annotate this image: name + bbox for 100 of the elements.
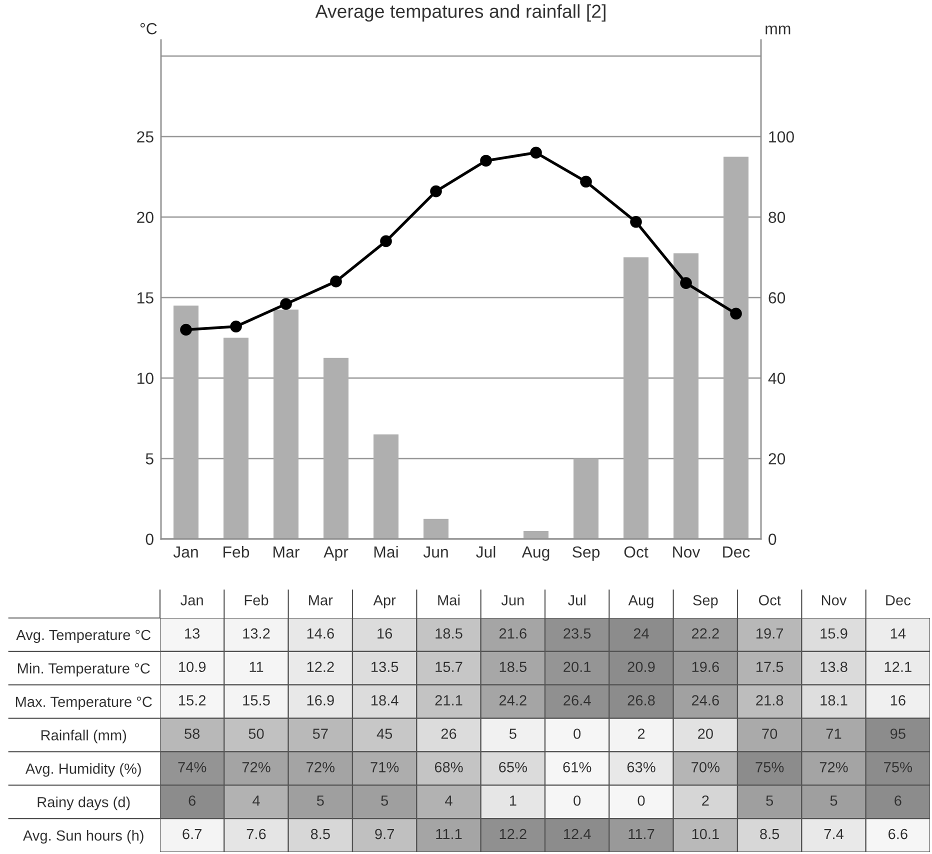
data-label: 24	[634, 628, 649, 638]
bar	[374, 434, 398, 539]
x-tick-label: Sep	[572, 546, 600, 561]
y2-tick-label: 100	[769, 131, 794, 143]
data-label: 72%	[306, 762, 334, 772]
x-tick-label: Nov	[822, 595, 847, 606]
point	[380, 235, 392, 248]
data-label: 23.5	[564, 628, 591, 639]
y-tick-label: 0	[146, 534, 154, 545]
x-tick-label: Mai	[374, 546, 398, 558]
x-tick-label: Apr	[373, 595, 396, 608]
data-label: 17.5	[756, 662, 784, 672]
x-tick-label: Jul	[476, 546, 496, 558]
bar	[324, 358, 348, 539]
bar	[274, 310, 298, 539]
point	[330, 276, 342, 288]
data-label: 58	[184, 728, 200, 739]
bar	[674, 253, 698, 539]
bar	[424, 518, 448, 539]
data-label: 74%	[178, 762, 206, 772]
data-label: 5	[509, 728, 516, 739]
data-label: 13.8	[820, 662, 848, 672]
y-tick-label: 5	[146, 453, 154, 464]
data-label: 5	[766, 796, 774, 806]
data-label: 8.5	[760, 828, 780, 840]
data-label: 24.6	[692, 695, 719, 706]
data-label: 21.6	[499, 628, 526, 639]
y-tick-label: Max. Temperature °C	[16, 696, 152, 710]
data-label: 1	[510, 796, 516, 806]
y-tick-label: Rainfall (mm)	[41, 730, 126, 744]
data-label: 70%	[692, 762, 720, 772]
x-tick-label: Feb	[244, 594, 268, 606]
bar	[224, 338, 248, 539]
data-label: 12.1	[884, 662, 912, 672]
data-label: 63%	[627, 762, 656, 772]
x-tick-label: Mar	[309, 595, 333, 606]
point	[480, 154, 492, 167]
data-label: 26	[441, 728, 456, 739]
x-tick-label: Jan	[180, 595, 203, 606]
data-label: 6.6	[888, 828, 908, 840]
y2-tick-label: 60	[768, 292, 786, 304]
point	[280, 298, 292, 310]
y-tick-label: 10	[138, 372, 154, 384]
y-tick-label: Avg. Humidity (%)	[25, 763, 141, 777]
data-label: 15.9	[820, 628, 848, 639]
point	[580, 176, 592, 188]
point	[430, 185, 442, 198]
data-label: 11.7	[628, 829, 654, 840]
data-label: 10.9	[179, 662, 206, 672]
data-label: 13.2	[243, 628, 270, 639]
data-label: 0	[574, 728, 581, 739]
data-label: 95	[890, 728, 906, 739]
data-label: 14	[890, 628, 906, 638]
data-label: 9.7	[375, 828, 394, 840]
y2-tick-label: 40	[768, 372, 786, 384]
point	[630, 216, 642, 228]
data-label: 70	[762, 728, 778, 739]
x-tick-label: Jul	[568, 594, 586, 606]
data-label: 7.6	[246, 828, 266, 840]
point	[230, 320, 242, 332]
x-tick-label: Dec	[886, 595, 910, 606]
bar	[174, 306, 198, 539]
y-tick-label: Avg. Temperature °C	[16, 630, 151, 644]
x-tick-label: Feb	[224, 546, 250, 558]
x-tick-label: Sep	[693, 595, 718, 608]
data-label: 13	[185, 628, 200, 639]
data-label: 5	[830, 796, 838, 806]
point	[180, 324, 192, 336]
data-label: 68%	[434, 762, 463, 772]
bar	[574, 458, 598, 539]
data-label: 26.8	[628, 695, 655, 706]
data-label: 4	[252, 796, 260, 806]
data-label: 61%	[563, 762, 592, 772]
data-label: 65%	[499, 762, 527, 772]
data-label: 15.7	[436, 662, 462, 672]
x-tick-label: Jun	[423, 546, 448, 558]
data-label: 12.2	[307, 662, 334, 672]
bar	[524, 530, 548, 539]
data-label: 5	[316, 796, 324, 806]
bar	[624, 257, 648, 539]
data-label: 71	[826, 728, 842, 739]
data-label: 0	[638, 795, 645, 806]
x-tick-label: Mar	[274, 546, 300, 558]
data-label: 57	[312, 728, 328, 739]
data-label: 19.6	[692, 662, 719, 672]
y2-tick-label: 20	[768, 453, 786, 464]
data-label: 16.9	[307, 695, 334, 706]
y2-tick-label: 0	[768, 534, 776, 545]
data-label: 14.6	[307, 628, 334, 639]
bar	[724, 156, 748, 539]
data-label: 18.5	[500, 662, 526, 672]
data-label: 20	[698, 728, 713, 739]
data-label: 20.9	[628, 662, 655, 672]
data-label: 15.2	[179, 695, 206, 706]
data-label: 2	[702, 795, 709, 806]
data-label: 11.1	[436, 829, 462, 840]
chart-title: Average tempatures and rainfall [2]	[315, 4, 606, 22]
data-label: 16	[890, 695, 906, 706]
data-label: 6.7	[182, 828, 202, 840]
x-tick-label: Mai	[438, 594, 460, 606]
